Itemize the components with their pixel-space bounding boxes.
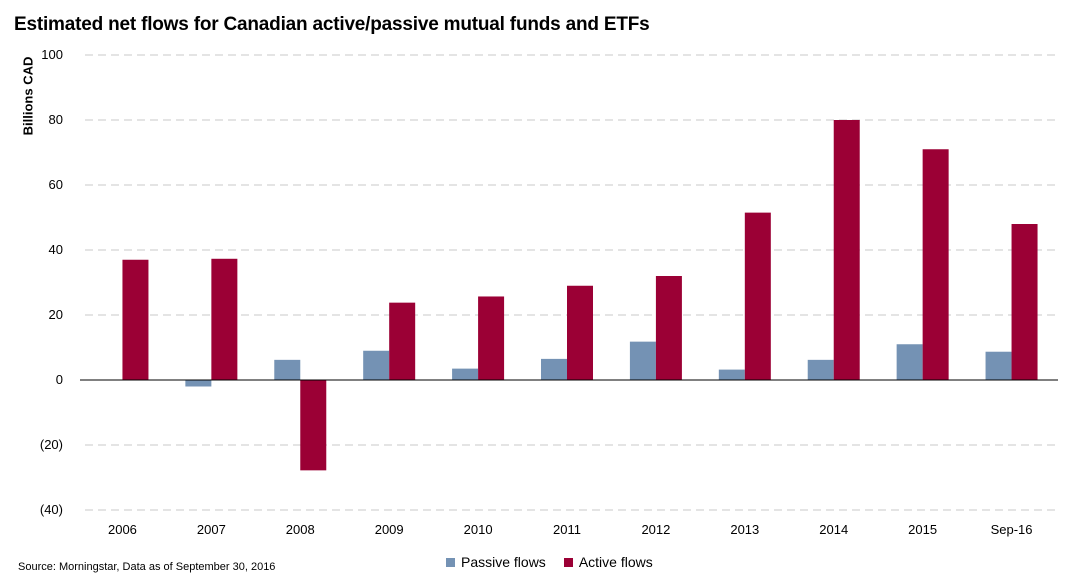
passive-bar [629, 341, 656, 380]
legend-swatch-active [563, 557, 573, 567]
y-tick-label: 100 [41, 47, 63, 62]
x-tick-label: 2009 [375, 522, 404, 537]
passive-bar [452, 368, 479, 380]
x-tick-label: 2008 [286, 522, 315, 537]
x-tick-label: 2013 [730, 522, 759, 537]
bars [122, 120, 1038, 471]
passive-bar [718, 369, 745, 380]
active-bar [1011, 224, 1038, 380]
x-tick-label: Sep-16 [991, 522, 1033, 537]
y-axis-ticks: 100 80 60 40 20 0 (20) (40) [40, 47, 63, 517]
legend-swatch-passive [446, 557, 455, 567]
passive-bar [807, 359, 834, 380]
passive-bar [985, 351, 1012, 380]
y-tick-label: (40) [40, 502, 63, 517]
legend: Passive flows Active flows [446, 554, 653, 570]
x-tick-label: 2014 [819, 522, 848, 537]
legend-label-active: Active flows [578, 554, 653, 570]
active-bar [389, 302, 416, 380]
y-tick-label: 0 [56, 372, 63, 387]
y-tick-label: 40 [49, 242, 63, 257]
x-tick-label: 2012 [641, 522, 670, 537]
x-tick-label: 2015 [908, 522, 937, 537]
active-bar [478, 296, 505, 380]
active-bar [655, 276, 682, 380]
passive-bar [896, 344, 923, 380]
x-tick-label: 2010 [464, 522, 493, 537]
y-tick-label: (20) [40, 437, 63, 452]
active-bar [833, 120, 860, 380]
chart-title: Estimated net flows for Canadian active/… [14, 14, 650, 35]
legend-item-active: Active flows [563, 554, 653, 570]
x-tick-label: 2007 [197, 522, 226, 537]
passive-bar [541, 358, 567, 380]
source-note: Source: Morningstar, Data as of Septembe… [18, 561, 276, 573]
y-tick-label: 60 [49, 177, 63, 192]
legend-item-passive: Passive flows [446, 554, 546, 570]
active-bar [300, 380, 327, 471]
passive-bar [185, 380, 212, 387]
x-tick-label: 2006 [108, 522, 137, 537]
active-bar [211, 258, 238, 380]
passive-bar [363, 350, 390, 380]
active-bar [922, 149, 949, 380]
active-bar [122, 259, 149, 380]
y-tick-label: 80 [49, 112, 63, 127]
y-tick-label: 20 [49, 307, 63, 322]
x-tick-label: 2011 [553, 522, 581, 537]
legend-label-passive: Passive flows [461, 554, 546, 570]
active-bar [744, 212, 771, 380]
passive-bar [274, 359, 301, 380]
x-axis-ticks: 2006 2007 2008 2009 2010 2011 2012 2013 2014 2015… [108, 522, 1033, 537]
active-bar [567, 285, 593, 380]
